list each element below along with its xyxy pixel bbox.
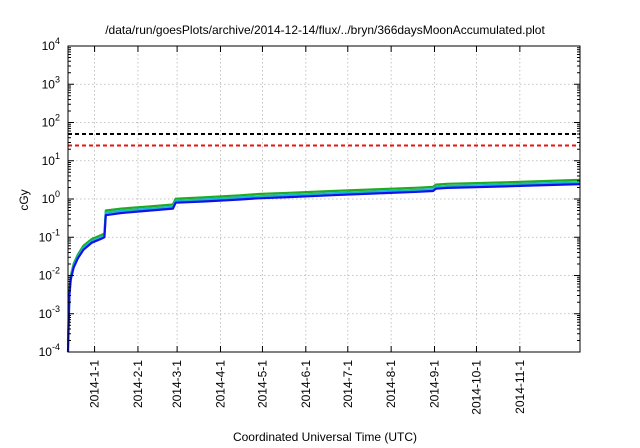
x-tick-label: 2014-10-1 <box>469 360 483 415</box>
threshold-lines <box>68 133 580 147</box>
x-tick-labels: 2014-1-1 2014-2-1 2014-3-1 2014-4-1 2014-5-1… <box>88 360 527 415</box>
x-tick-label: 2014-3-1 <box>170 360 184 408</box>
y-axis-label: cGy <box>17 189 31 210</box>
y-tick-base: 10 <box>39 230 53 244</box>
y-tick-label: 101 <box>42 151 60 168</box>
axis-ticks <box>68 45 580 353</box>
y-tick-label: 10-2 <box>39 266 60 283</box>
y-tick-base: 10 <box>42 116 56 130</box>
y-tick-exponent: 4 <box>55 36 60 46</box>
y-tick-exponent: 2 <box>55 113 60 123</box>
y-tick-base: 10 <box>39 269 53 283</box>
y-tick-base: 10 <box>42 77 56 91</box>
series-line <box>66 178 581 341</box>
y-tick-base: 10 <box>42 154 56 168</box>
series-line <box>66 183 581 353</box>
x-tick-label: 2014-6-1 <box>299 360 313 408</box>
y-tick-label: 104 <box>42 36 60 53</box>
y-tick-label: 10-1 <box>39 227 60 244</box>
y-tick-base: 10 <box>39 345 53 359</box>
y-tick-exponent: -4 <box>52 342 60 352</box>
y-tick-label: 102 <box>42 113 60 130</box>
y-tick-base: 10 <box>42 39 56 53</box>
x-tick-label: 2014-5-1 <box>255 360 269 408</box>
y-tick-label: 103 <box>42 74 60 91</box>
y-tick-label: 10-3 <box>39 304 60 321</box>
x-tick-label: 2014-8-1 <box>384 360 398 408</box>
x-tick-label: 2014-1-1 <box>88 360 102 408</box>
x-tick-label: 2014-11-1 <box>513 360 527 414</box>
y-tick-exponent: -2 <box>52 266 60 276</box>
x-tick-label: 2014-2-1 <box>131 360 145 408</box>
y-tick-exponent: 3 <box>55 74 60 84</box>
y-tick-base: 10 <box>39 307 53 321</box>
x-tick-label: 2014-4-1 <box>213 360 227 408</box>
y-tick-exponent: -1 <box>52 227 60 237</box>
x-tick-label: 2014-9-1 <box>428 360 442 408</box>
y-tick-exponent: 0 <box>55 189 60 199</box>
chart-title: /data/run/goesPlots/archive/2014-12-14/f… <box>105 23 545 37</box>
series-lines <box>66 178 581 353</box>
x-tick-label: 2014-7-1 <box>341 360 355 408</box>
y-tick-exponent: -3 <box>52 304 60 314</box>
x-axis-label: Coordinated Universal Time (UTC) <box>233 430 417 444</box>
y-tick-base: 10 <box>42 192 56 206</box>
y-tick-exponent: 1 <box>55 151 60 161</box>
y-tick-label: 10-4 <box>39 342 60 359</box>
y-tick-label: 100 <box>42 189 60 206</box>
grid <box>68 46 580 352</box>
